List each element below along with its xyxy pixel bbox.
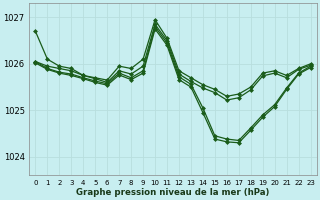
X-axis label: Graphe pression niveau de la mer (hPa): Graphe pression niveau de la mer (hPa): [76, 188, 270, 197]
